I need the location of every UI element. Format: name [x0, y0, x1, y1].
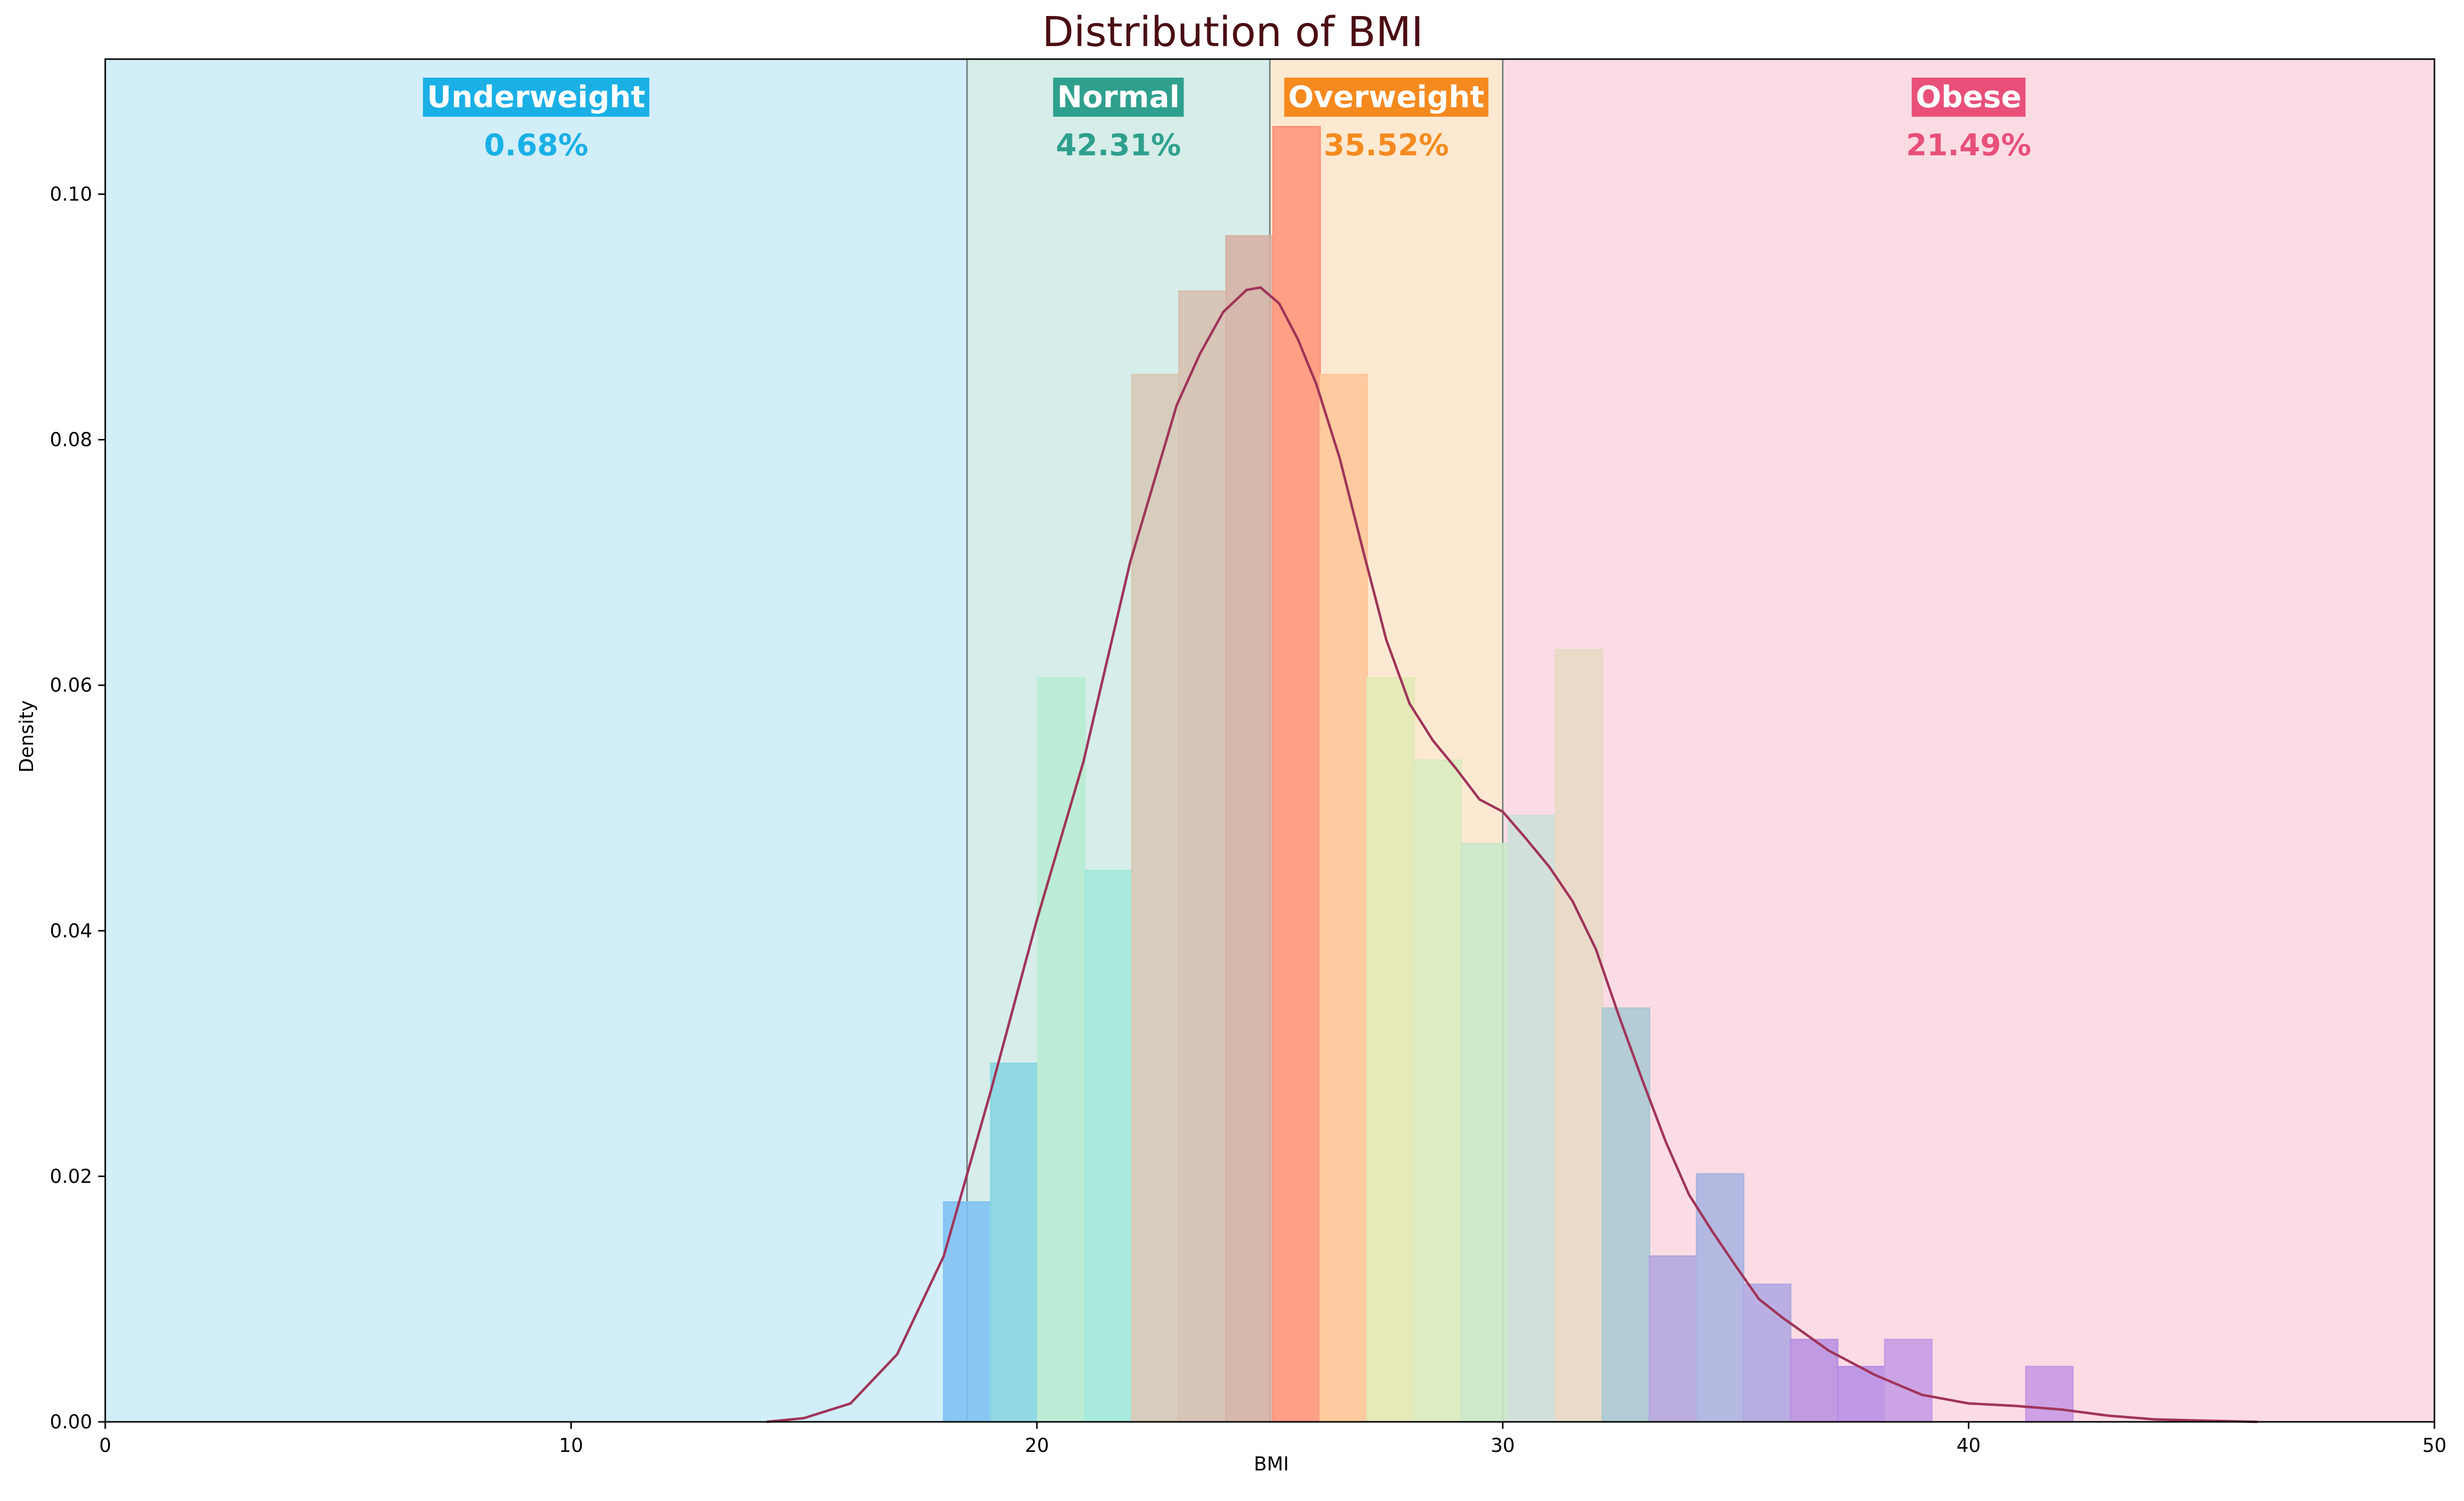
category-label-underweight: Underweight 0.68% — [423, 78, 649, 163]
category-percent: 42.31% — [1056, 128, 1181, 163]
plot-frame — [104, 58, 2435, 1423]
x-tick-label: 10 — [559, 1434, 583, 1456]
kde-curve — [766, 286, 2258, 1423]
category-name: Overweight — [1288, 80, 1484, 115]
histogram-bar — [1602, 1007, 1651, 1423]
category-label-box — [1911, 78, 2026, 117]
histogram-bar — [1413, 759, 1462, 1423]
category-percent: 35.52% — [1323, 128, 1449, 163]
histogram-bar — [1884, 1339, 1933, 1423]
category-name: Underweight — [427, 80, 645, 115]
histogram-bar — [1789, 1339, 1839, 1423]
y-tick-label: 0.02 — [50, 1165, 92, 1187]
y-tick-label: 0.10 — [50, 183, 92, 205]
x-tick-label: 20 — [1025, 1434, 1049, 1456]
category-label-box — [1284, 78, 1489, 117]
histogram-bar — [1225, 235, 1274, 1423]
y-tick-label: 0.06 — [50, 674, 92, 696]
y-tick-label: 0.08 — [50, 429, 92, 451]
histogram-bar — [1084, 870, 1133, 1423]
histogram-bar — [1460, 843, 1509, 1423]
histogram-bar — [1178, 290, 1227, 1423]
x-axis-label: BMI — [1254, 1453, 1289, 1475]
category-label-box — [423, 78, 649, 117]
x-tick-label: 50 — [2422, 1434, 2446, 1456]
chart-title: Distribution of BMI — [1042, 9, 1424, 56]
category-name: Normal — [1057, 80, 1180, 115]
y-tick-label: 0.00 — [50, 1411, 92, 1433]
category-label-box — [1053, 78, 1184, 117]
histogram-bar — [990, 1062, 1039, 1423]
x-tick-label: 40 — [1956, 1434, 1980, 1456]
histogram-bar — [943, 1201, 992, 1423]
histogram-bar — [1366, 677, 1415, 1423]
category-name: Obese — [1916, 80, 2022, 115]
histogram-bar — [1649, 1255, 1698, 1423]
histogram-bars — [943, 126, 2074, 1423]
histogram-bar — [1696, 1173, 1744, 1423]
category-percent: 21.49% — [1906, 128, 2031, 163]
kde-layer — [766, 286, 2258, 1423]
x-tick-label: 0 — [99, 1434, 111, 1456]
category-labels: Underweight 0.68% Normal 42.31% Overweight 35… — [423, 78, 2031, 163]
category-percent: 0.68% — [484, 128, 588, 163]
histogram-bar — [1742, 1284, 1791, 1423]
y-axis-label: Density — [16, 700, 38, 773]
histogram-bar — [1037, 677, 1086, 1423]
x-tick-label: 30 — [1491, 1434, 1515, 1456]
band-underweight — [105, 59, 967, 1422]
histogram-bar — [1272, 126, 1321, 1423]
y-tick-label: 0.04 — [50, 920, 92, 942]
axes: 0 10 20 30 40 50 0.00 0.02 0.04 0.06 0.08 0.10 — [50, 58, 2446, 1456]
category-label-normal: Normal 42.31% — [1053, 78, 1184, 163]
histogram-bar — [1319, 374, 1368, 1423]
band-obese — [1502, 59, 2434, 1422]
category-label-overweight: Overweight 35.52% — [1284, 78, 1489, 163]
category-label-obese: Obese 21.49% — [1906, 78, 2031, 163]
histogram-bar — [1554, 649, 1604, 1423]
histogram-bar — [2025, 1366, 2074, 1423]
histogram-bar — [1507, 814, 1556, 1423]
